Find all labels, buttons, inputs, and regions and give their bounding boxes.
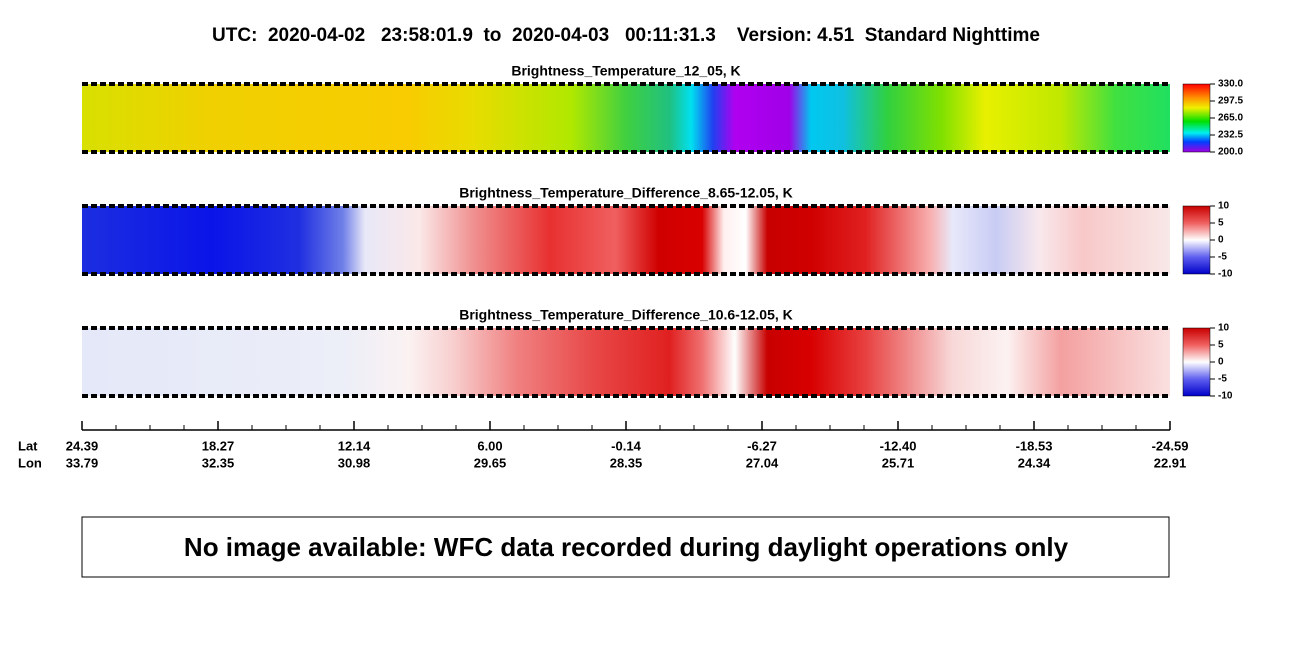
x-axis: Lat Lon 24.39 33.79 18.27 32.35 12.14 30.98 6.00… bbox=[18, 421, 1188, 470]
lat-label: -0.14 bbox=[611, 438, 641, 453]
colorbar-label: 0 bbox=[1218, 357, 1224, 368]
row-label: Lon bbox=[18, 455, 42, 470]
panels: Brightness_Temperature_12_05, K 330.0 297.… bbox=[82, 63, 1243, 402]
notice-box bbox=[81, 516, 1170, 578]
panel-title: Brightness_Temperature_Difference_10.6-1… bbox=[459, 307, 793, 323]
lon-label: 28.35 bbox=[610, 455, 643, 470]
lon-label: 25.71 bbox=[882, 455, 915, 470]
colorbar-label: 297.5 bbox=[1218, 96, 1243, 107]
colorbar bbox=[1182, 205, 1211, 275]
colorbar-label: 5 bbox=[1218, 218, 1224, 229]
image-strip bbox=[82, 328, 1170, 396]
title: UTC: 2020-04-02 23:58:01.9 to 2020-04-03… bbox=[212, 25, 1040, 46]
lat-label: -18.53 bbox=[1016, 438, 1053, 453]
colorbar-label: 232.5 bbox=[1218, 130, 1243, 141]
colorbar-label: 265.0 bbox=[1218, 113, 1243, 124]
colorbar-label: 200.0 bbox=[1218, 147, 1243, 158]
lon-label: 27.04 bbox=[746, 455, 779, 470]
lat-label: 24.39 bbox=[66, 438, 99, 453]
colorbar-label: 330.0 bbox=[1218, 79, 1243, 90]
colorbar-label: -5 bbox=[1218, 374, 1227, 385]
colorbar-label: 10 bbox=[1218, 201, 1230, 212]
lat-label: -12.40 bbox=[880, 438, 917, 453]
colorbar-label: 10 bbox=[1218, 323, 1230, 334]
notice: No image available: WFC data recorded du… bbox=[184, 532, 1069, 562]
colorbar-label: 0 bbox=[1218, 235, 1224, 246]
colorbar bbox=[1182, 327, 1211, 397]
row-label: Lat bbox=[18, 438, 38, 453]
colorbar-label: -10 bbox=[1218, 391, 1233, 402]
colorbar-label: -5 bbox=[1218, 252, 1227, 263]
image-strip bbox=[82, 84, 1170, 152]
lon-label: 33.79 bbox=[66, 455, 99, 470]
lat-label: 18.27 bbox=[202, 438, 235, 453]
lat-label: -24.59 bbox=[1152, 438, 1189, 453]
lat-label: 12.14 bbox=[338, 438, 371, 453]
colorbar-label: -10 bbox=[1218, 269, 1233, 280]
image-strip bbox=[82, 206, 1170, 274]
lon-label: 24.34 bbox=[1018, 455, 1051, 470]
colorbar-label: 5 bbox=[1218, 340, 1224, 351]
colorbar bbox=[1182, 83, 1211, 153]
lon-label: 30.98 bbox=[338, 455, 371, 470]
lon-label: 22.91 bbox=[1154, 455, 1187, 470]
lat-label: -6.27 bbox=[747, 438, 777, 453]
panel-title: Brightness_Temperature_Difference_8.65-1… bbox=[459, 185, 793, 201]
lat-label: 6.00 bbox=[477, 438, 502, 453]
lon-label: 29.65 bbox=[474, 455, 507, 470]
lon-label: 32.35 bbox=[202, 455, 235, 470]
panel-title: Brightness_Temperature_12_05, K bbox=[511, 63, 740, 79]
